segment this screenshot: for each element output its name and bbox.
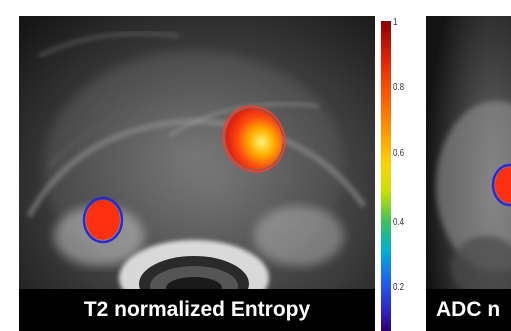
adc-panel: ADC n <box>426 16 511 331</box>
adc-roi-hotspot <box>491 163 511 207</box>
roi-hotspot-upper <box>222 105 286 173</box>
colorbar <box>381 21 391 331</box>
roi-hotspot-lower <box>82 196 124 244</box>
adc-mri-image <box>426 16 511 331</box>
left-panel-caption: T2 normalized Entropy <box>19 289 375 331</box>
colorbar-tick-0-2: 0.2 <box>393 282 405 293</box>
colorbar-tick-0-4: 0.4 <box>393 217 405 228</box>
right-panel-caption: ADC n <box>426 289 511 331</box>
colorbar-tick-0-6: 0.6 <box>393 148 405 159</box>
t2-entropy-panel: T2 normalized Entropy <box>19 16 375 331</box>
colorbar-tick-0-8: 0.8 <box>393 82 405 93</box>
colorbar-tick-1: 1 <box>393 17 398 28</box>
t2-mri-image <box>19 16 375 331</box>
